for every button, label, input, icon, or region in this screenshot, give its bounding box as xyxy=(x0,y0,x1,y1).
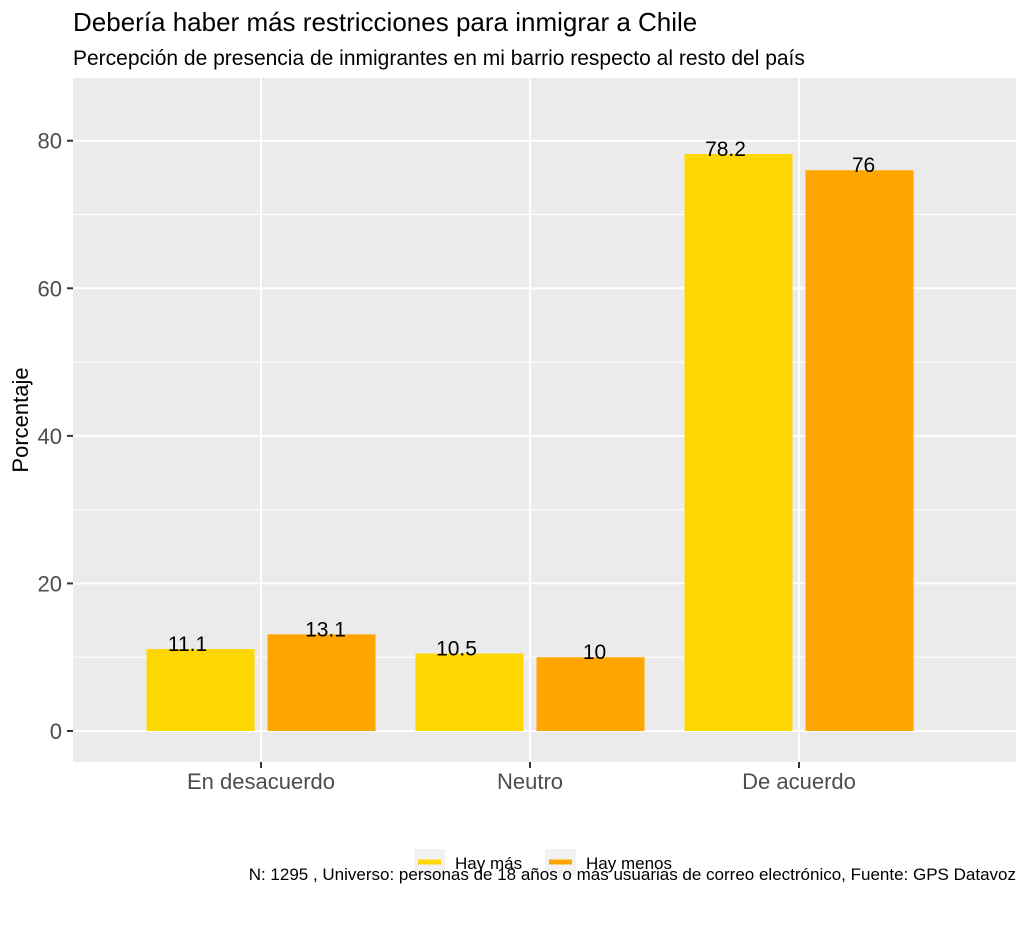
chart-subtitle: Percepción de presencia de inmigrantes e… xyxy=(73,47,805,70)
y-tick-label: 80 xyxy=(38,129,62,154)
bar-hay-menos xyxy=(805,170,914,732)
x-tick-label: En desacuerdo xyxy=(187,769,335,794)
legend-label: Hay menos xyxy=(586,854,672,873)
y-tick-label: 40 xyxy=(38,424,62,449)
bar-value-label: 13.1 xyxy=(305,618,346,641)
bar-hay-menos xyxy=(536,657,645,732)
x-tick-label: De acuerdo xyxy=(742,769,856,794)
bar-hay-mas xyxy=(415,653,524,732)
x-tick-label: Neutro xyxy=(497,769,563,794)
legend: Hay más Hay menos xyxy=(414,849,672,876)
label-layer: 11.1 13.1 10.5 10 78.2 76 xyxy=(168,138,875,664)
bar-value-label: 78.2 xyxy=(705,138,746,161)
bar-value-label: 10.5 xyxy=(436,638,477,661)
y-axis-title: Porcentaje xyxy=(8,367,33,472)
bar-value-label: 10 xyxy=(583,641,606,664)
bar-layer xyxy=(146,154,914,732)
chart-title: Debería haber más restricciones para inm… xyxy=(73,7,697,37)
legend-label: Hay más xyxy=(455,854,522,873)
bar-hay-mas xyxy=(146,649,255,732)
bar-hay-mas xyxy=(684,154,793,732)
bar-value-label: 76 xyxy=(852,154,875,177)
y-tick-label: 0 xyxy=(50,719,62,744)
y-tick-label: 20 xyxy=(38,571,62,596)
axis-layer: 0 20 40 60 80 En desacuerdo Neutro De acuerdo xyxy=(38,129,856,794)
bar-value-label: 11.1 xyxy=(168,633,207,656)
chart-caption: N: 1295 , Universo: personas de 18 años … xyxy=(249,865,1016,884)
bar-hay-menos xyxy=(267,634,376,732)
y-tick-label: 60 xyxy=(38,276,62,301)
